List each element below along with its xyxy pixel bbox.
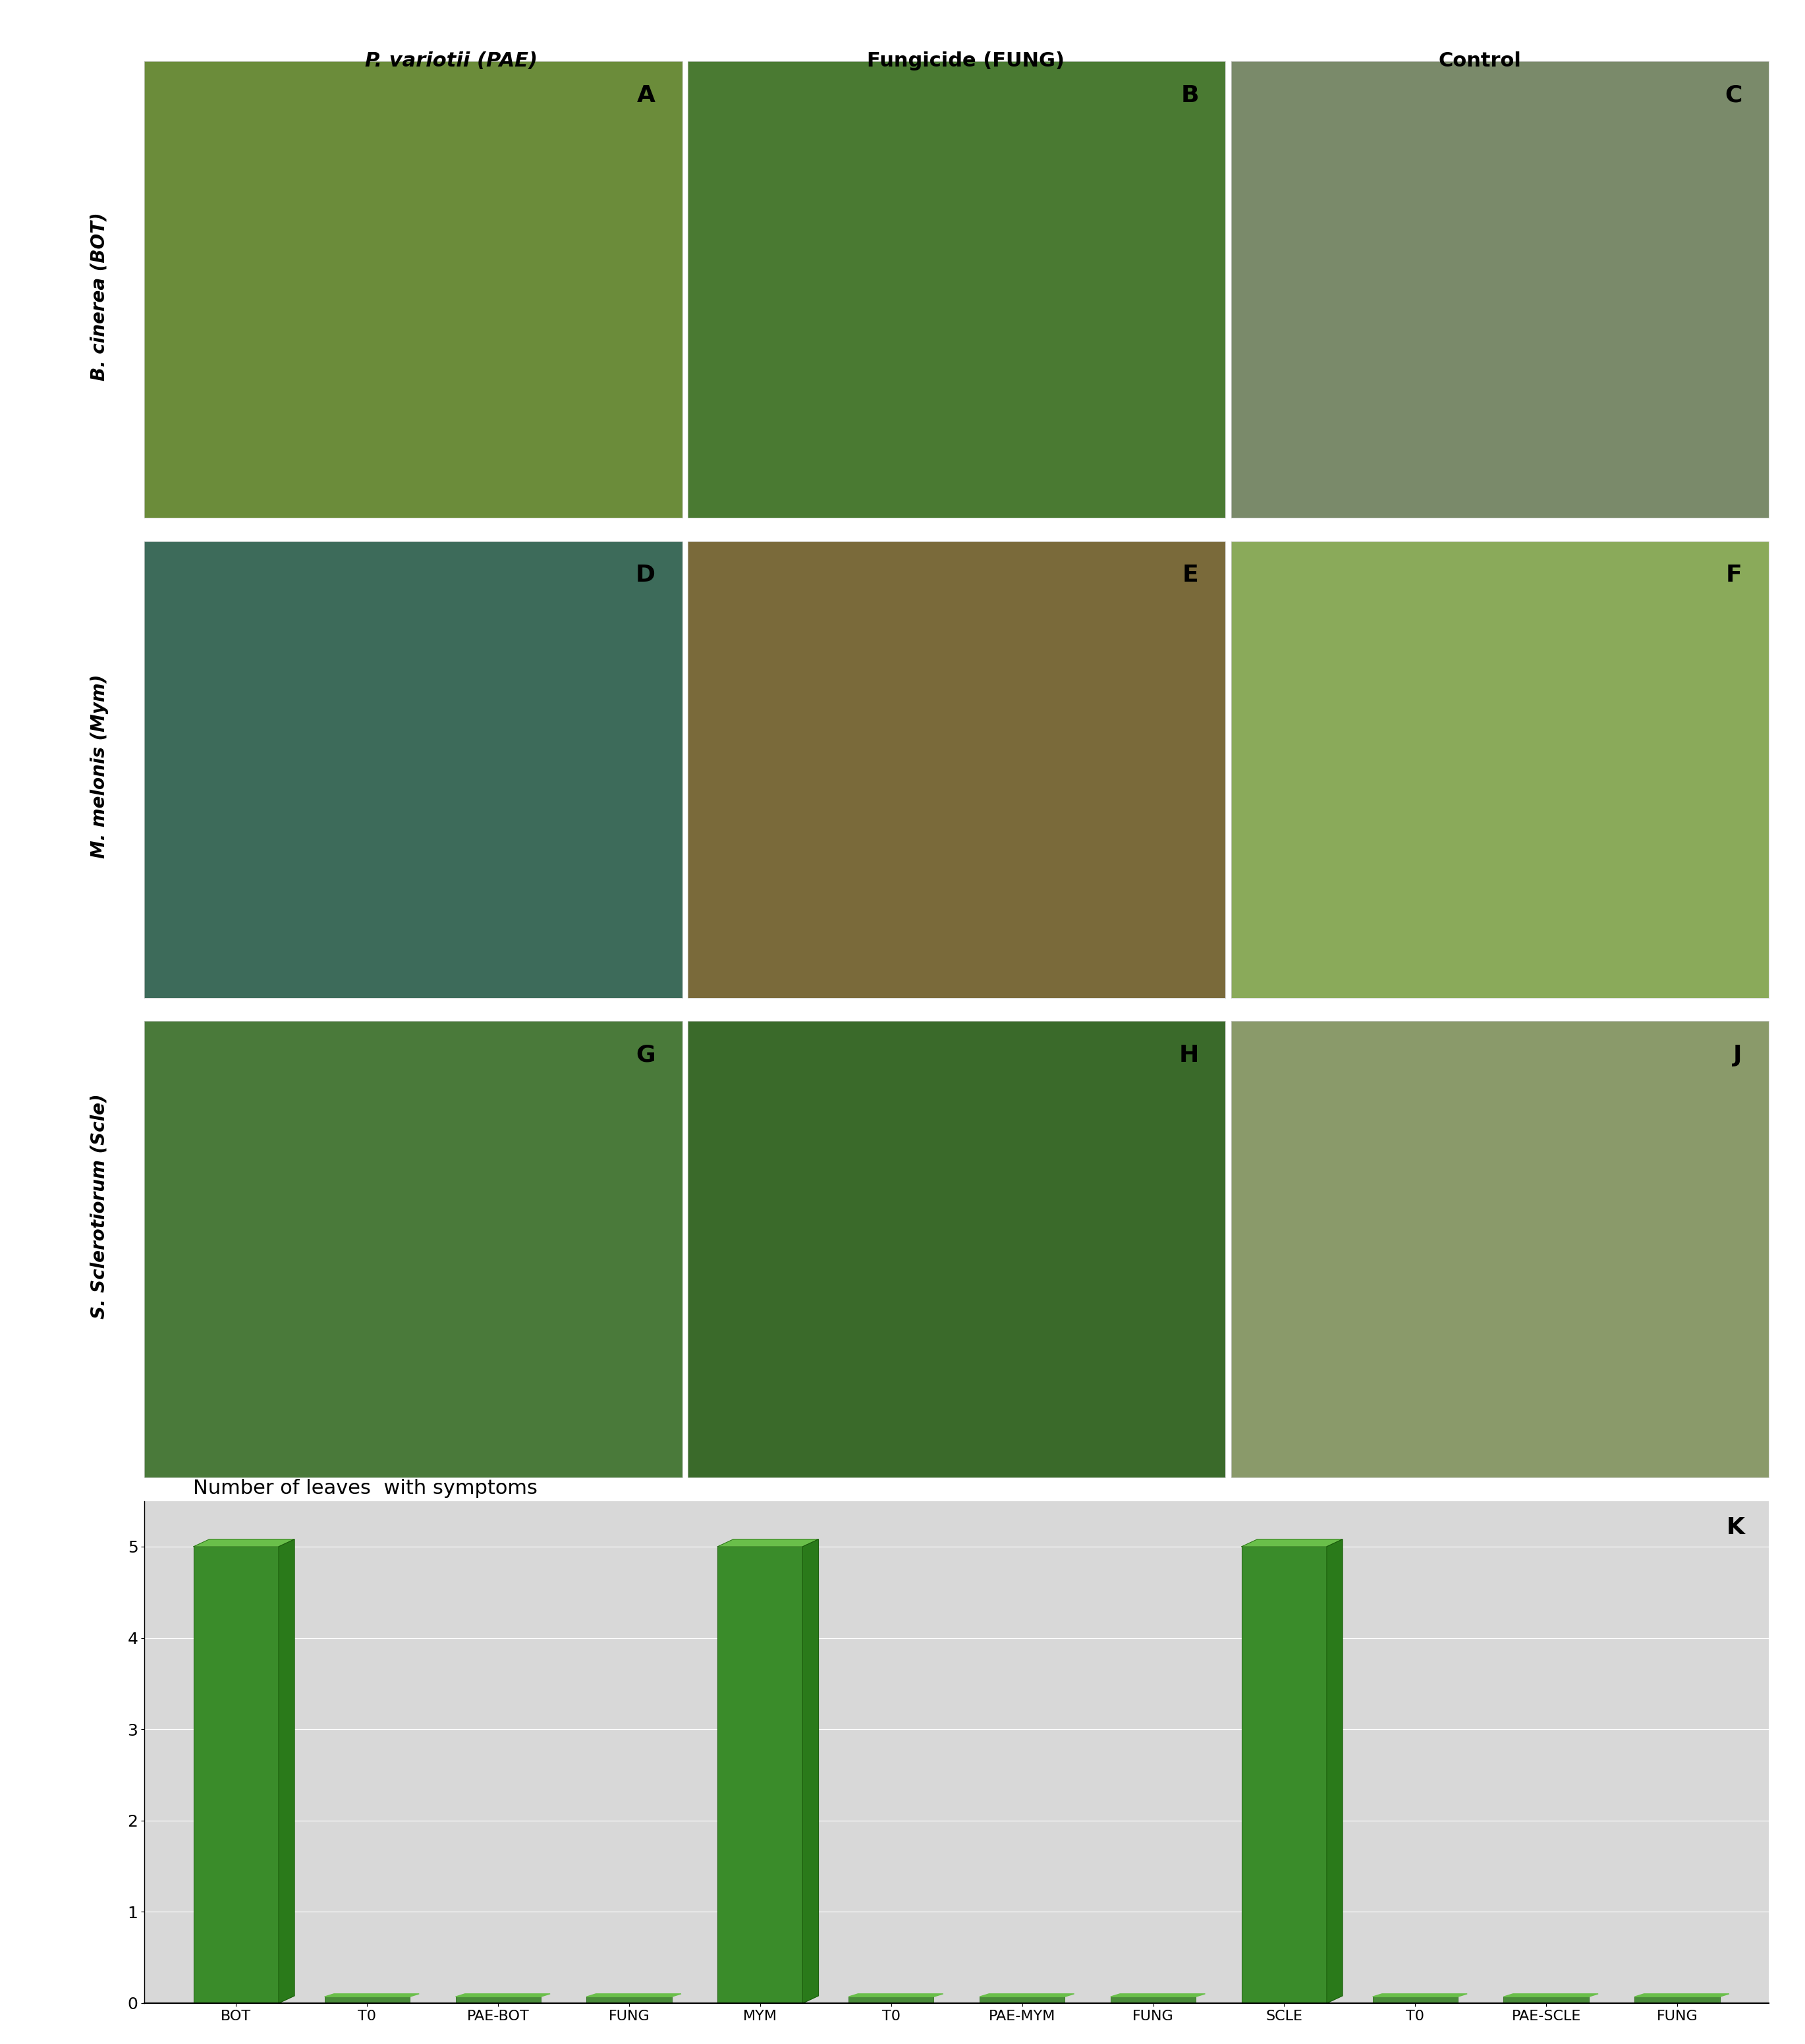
Bar: [1504, 1997, 1588, 2003]
Bar: [980, 1997, 1065, 2003]
Bar: [325, 1997, 410, 2003]
Polygon shape: [193, 1539, 294, 1547]
Polygon shape: [848, 1993, 944, 1997]
Text: E: E: [1182, 564, 1199, 587]
Text: M. melonis (Mym): M. melonis (Mym): [90, 675, 108, 858]
Bar: [455, 1997, 542, 2003]
Bar: [1242, 1547, 1327, 2003]
Bar: [1635, 1997, 1720, 2003]
Polygon shape: [980, 1993, 1074, 1997]
Text: B. cinerea (BOT): B. cinerea (BOT): [90, 213, 108, 380]
Bar: [1110, 1997, 1195, 2003]
Polygon shape: [1372, 1993, 1467, 1997]
Bar: [193, 1547, 278, 2003]
Text: P. variotii (PAE): P. variotii (PAE): [365, 51, 538, 69]
Text: F: F: [1726, 564, 1742, 587]
Text: B: B: [1180, 84, 1199, 106]
Polygon shape: [1327, 1539, 1343, 2003]
Text: Control: Control: [1439, 51, 1522, 69]
Bar: [587, 1997, 671, 2003]
Text: G: G: [635, 1044, 655, 1067]
Polygon shape: [325, 1993, 419, 1997]
Text: S. Sclerotiorum (Scle): S. Sclerotiorum (Scle): [90, 1094, 108, 1318]
Polygon shape: [1504, 1993, 1597, 1997]
Bar: [848, 1997, 933, 2003]
Polygon shape: [1242, 1539, 1343, 1547]
Polygon shape: [803, 1539, 818, 2003]
Polygon shape: [1110, 1993, 1206, 1997]
Text: H: H: [1179, 1044, 1199, 1067]
Polygon shape: [455, 1993, 551, 1997]
Text: C: C: [1724, 84, 1742, 106]
Polygon shape: [278, 1539, 294, 2003]
Text: D: D: [635, 564, 655, 587]
Polygon shape: [1635, 1993, 1729, 1997]
Polygon shape: [587, 1993, 680, 1997]
Text: A: A: [637, 84, 655, 106]
Bar: [718, 1547, 803, 2003]
Bar: [1372, 1997, 1458, 2003]
Text: K: K: [1726, 1517, 1744, 1539]
Text: Fungicide (FUNG): Fungicide (FUNG): [866, 51, 1065, 69]
Text: Number of leaves  with symptoms: Number of leaves with symptoms: [193, 1478, 538, 1498]
Polygon shape: [718, 1539, 818, 1547]
Text: J: J: [1733, 1044, 1742, 1067]
